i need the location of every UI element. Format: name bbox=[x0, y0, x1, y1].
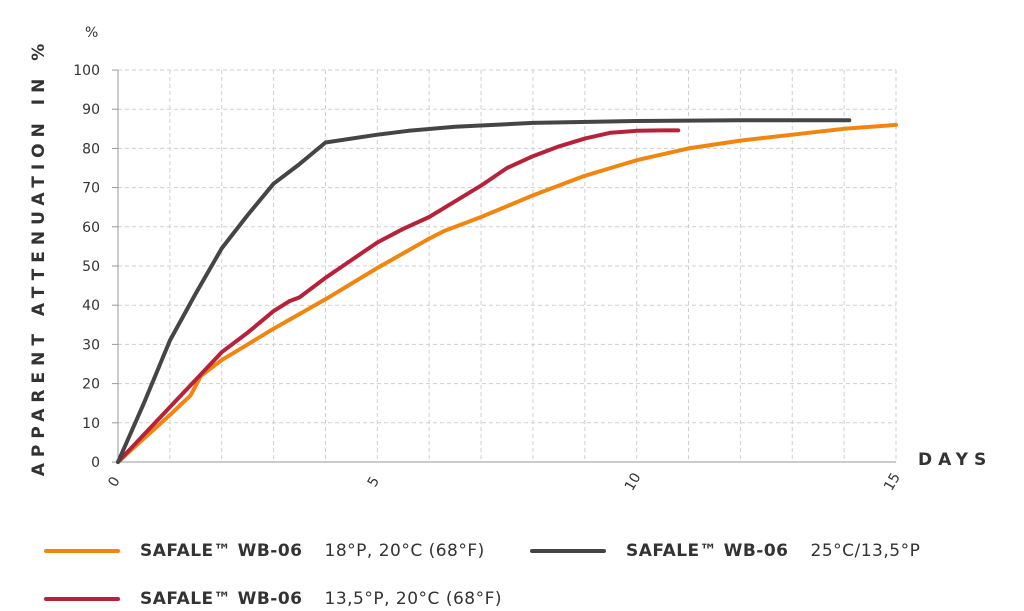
legend-series-name: SAFALE™ WB-06 bbox=[140, 541, 303, 561]
y-tick-label: 20 bbox=[82, 377, 100, 393]
y-tick-label: 70 bbox=[82, 181, 100, 197]
legend-swatch-13-5p bbox=[44, 597, 120, 601]
y-tick-label: 10 bbox=[82, 416, 100, 432]
legend-series-name: SAFALE™ WB-06 bbox=[140, 589, 303, 609]
legend-series-condition: 13,5°P, 20°C (68°F) bbox=[324, 589, 503, 609]
y-tick-label: 50 bbox=[82, 259, 100, 275]
x-tick-label: 15 bbox=[881, 470, 904, 493]
series-line-1 bbox=[116, 128, 681, 464]
y-tick-label: 90 bbox=[82, 102, 100, 118]
x-tick-labels: 0 5 10 15 bbox=[105, 470, 904, 493]
y-tick-label: 80 bbox=[82, 141, 100, 157]
series-line-2 bbox=[116, 118, 852, 464]
y-axis-title: APPARENT ATTENUATION IN % bbox=[29, 38, 49, 477]
axes bbox=[112, 69, 896, 463]
y-tick-label: 40 bbox=[82, 298, 100, 314]
x-tick-label: 5 bbox=[365, 474, 383, 490]
series-lines bbox=[116, 118, 898, 464]
y-tick-label: 60 bbox=[82, 220, 100, 236]
legend-item-18p: SAFALE™ WB-06 18°P, 20°C (68°F) bbox=[44, 541, 485, 561]
legend-series-condition: 18°P, 20°C (68°F) bbox=[324, 541, 485, 561]
legend-swatch-25c bbox=[530, 549, 606, 553]
legend-item-13-5p: SAFALE™ WB-06 13,5°P, 20°C (68°F) bbox=[44, 589, 502, 609]
y-tick-label: 100 bbox=[73, 63, 100, 79]
legend-item-25c: SAFALE™ WB-06 25°C/13,5°P bbox=[530, 541, 920, 561]
x-tick-label: 0 bbox=[105, 474, 123, 490]
series-line-0 bbox=[116, 122, 898, 464]
y-unit-label: % bbox=[85, 25, 98, 41]
legend-swatch-18p bbox=[44, 549, 120, 553]
x-axis-title: DAYS bbox=[918, 450, 992, 470]
legend-series-name: SAFALE™ WB-06 bbox=[626, 541, 789, 561]
y-tick-label: 30 bbox=[82, 337, 100, 353]
y-tick-labels: 0 10 20 30 40 50 60 70 80 90 100 bbox=[73, 63, 100, 471]
x-tick-label: 10 bbox=[622, 470, 645, 493]
legend-series-condition: 25°C/13,5°P bbox=[810, 541, 921, 561]
y-tick-label: 0 bbox=[91, 455, 100, 471]
grid bbox=[118, 69, 897, 462]
